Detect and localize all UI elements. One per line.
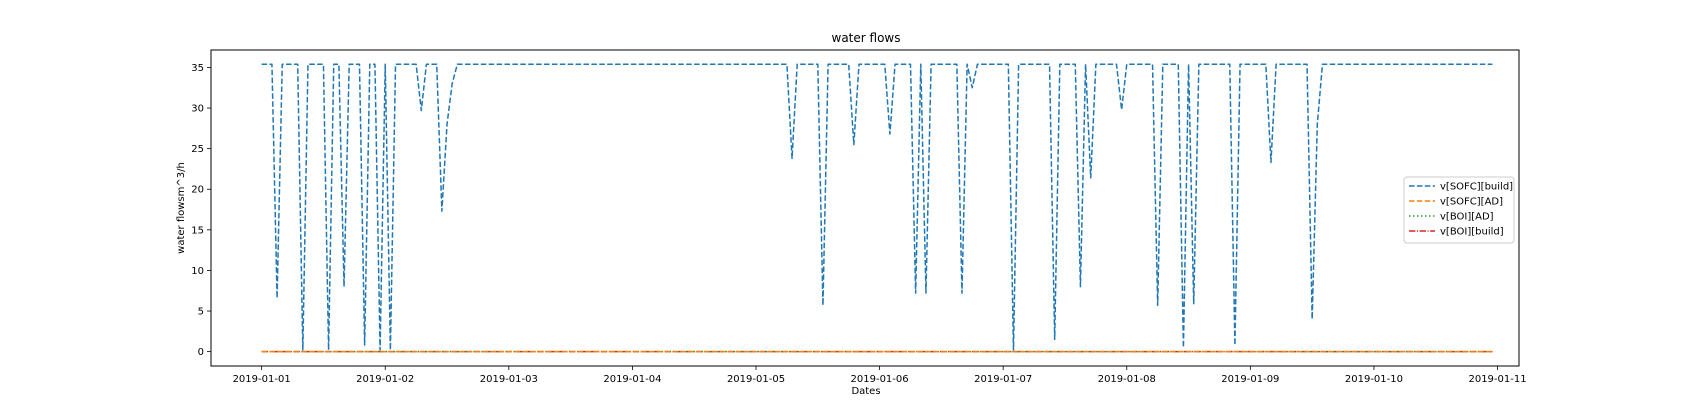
legend-label-3: v[BOI][build] <box>1440 227 1504 238</box>
y-axis-label: water flowsm^3/h <box>176 162 187 254</box>
x-axis-label: Dates <box>851 386 880 397</box>
plot-frame <box>210 49 1520 367</box>
x-tick-label: 2019-01-02 <box>356 374 414 385</box>
y-tick-label: 35 <box>191 63 204 74</box>
x-tick-label: 2019-01-06 <box>851 374 909 385</box>
x-tick-label: 2019-01-09 <box>1221 374 1279 385</box>
x-tick-label: 2019-01-11 <box>1468 374 1526 385</box>
legend-box <box>1403 176 1515 244</box>
legend-label-1: v[SOFC][AD] <box>1440 197 1503 208</box>
legend-label-2: v[BOI][AD] <box>1440 212 1494 223</box>
x-tick-label: 2019-01-07 <box>974 374 1032 385</box>
x-tick-label: 2019-01-10 <box>1345 374 1403 385</box>
x-tick-label: 2019-01-08 <box>1098 374 1156 385</box>
x-tick-label: 2019-01-05 <box>727 374 785 385</box>
y-tick-label: 10 <box>191 266 204 277</box>
y-tick-label: 15 <box>191 225 204 236</box>
series-line-0 <box>261 63 1493 351</box>
y-tick-label: 30 <box>191 104 204 115</box>
series-layer <box>261 63 1493 353</box>
y-tick-label: 5 <box>198 307 204 318</box>
legend: v[SOFC][build] v[SOFC][AD] v[BOI][AD] v[BOI… <box>1403 176 1515 244</box>
x-tick-label: 2019-01-03 <box>480 374 538 385</box>
x-tick-label: 2019-01-04 <box>603 374 661 385</box>
y-tick-label: 20 <box>191 185 204 196</box>
chart-title: water flows <box>832 31 901 45</box>
y-tick-label: 25 <box>191 144 204 155</box>
x-axis: 2019-01-01 2019-01-02 2019-01-03 2019-01-04… <box>233 366 1527 385</box>
y-tick-label: 0 <box>198 347 204 358</box>
legend-label-0: v[SOFC][build] <box>1440 182 1513 193</box>
y-axis: 0 5 10 15 20 25 30 35 <box>191 63 211 358</box>
x-tick-label: 2019-01-01 <box>233 374 291 385</box>
